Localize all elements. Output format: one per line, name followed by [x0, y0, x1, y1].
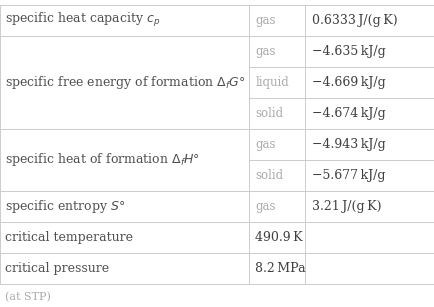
Text: 490.9 K: 490.9 K: [255, 231, 302, 244]
Text: gas: gas: [255, 14, 275, 27]
Text: specific heat of formation $\Delta_f H°$: specific heat of formation $\Delta_f H°$: [5, 151, 200, 168]
Text: −4.943 kJ/g: −4.943 kJ/g: [311, 138, 385, 151]
Text: critical pressure: critical pressure: [5, 262, 109, 275]
Text: gas: gas: [255, 200, 275, 213]
Text: specific heat capacity $c_p$: specific heat capacity $c_p$: [5, 11, 160, 29]
Text: specific free energy of formation $\Delta_f G°$: specific free energy of formation $\Delt…: [5, 74, 245, 91]
Text: critical temperature: critical temperature: [5, 231, 133, 244]
Text: 0.6333 J/(g K): 0.6333 J/(g K): [311, 14, 397, 27]
Text: solid: solid: [255, 107, 283, 120]
Text: gas: gas: [255, 138, 275, 151]
Text: specific entropy $S°$: specific entropy $S°$: [5, 198, 125, 215]
Text: 8.2 MPa: 8.2 MPa: [255, 262, 305, 275]
Text: (at STP): (at STP): [5, 291, 51, 302]
Text: −4.669 kJ/g: −4.669 kJ/g: [311, 76, 385, 89]
Text: −5.677 kJ/g: −5.677 kJ/g: [311, 169, 385, 182]
Text: −4.674 kJ/g: −4.674 kJ/g: [311, 107, 385, 120]
Text: 3.21 J/(g K): 3.21 J/(g K): [311, 200, 381, 213]
Text: gas: gas: [255, 45, 275, 58]
Text: solid: solid: [255, 169, 283, 182]
Text: liquid: liquid: [255, 76, 289, 89]
Text: −4.635 kJ/g: −4.635 kJ/g: [311, 45, 385, 58]
